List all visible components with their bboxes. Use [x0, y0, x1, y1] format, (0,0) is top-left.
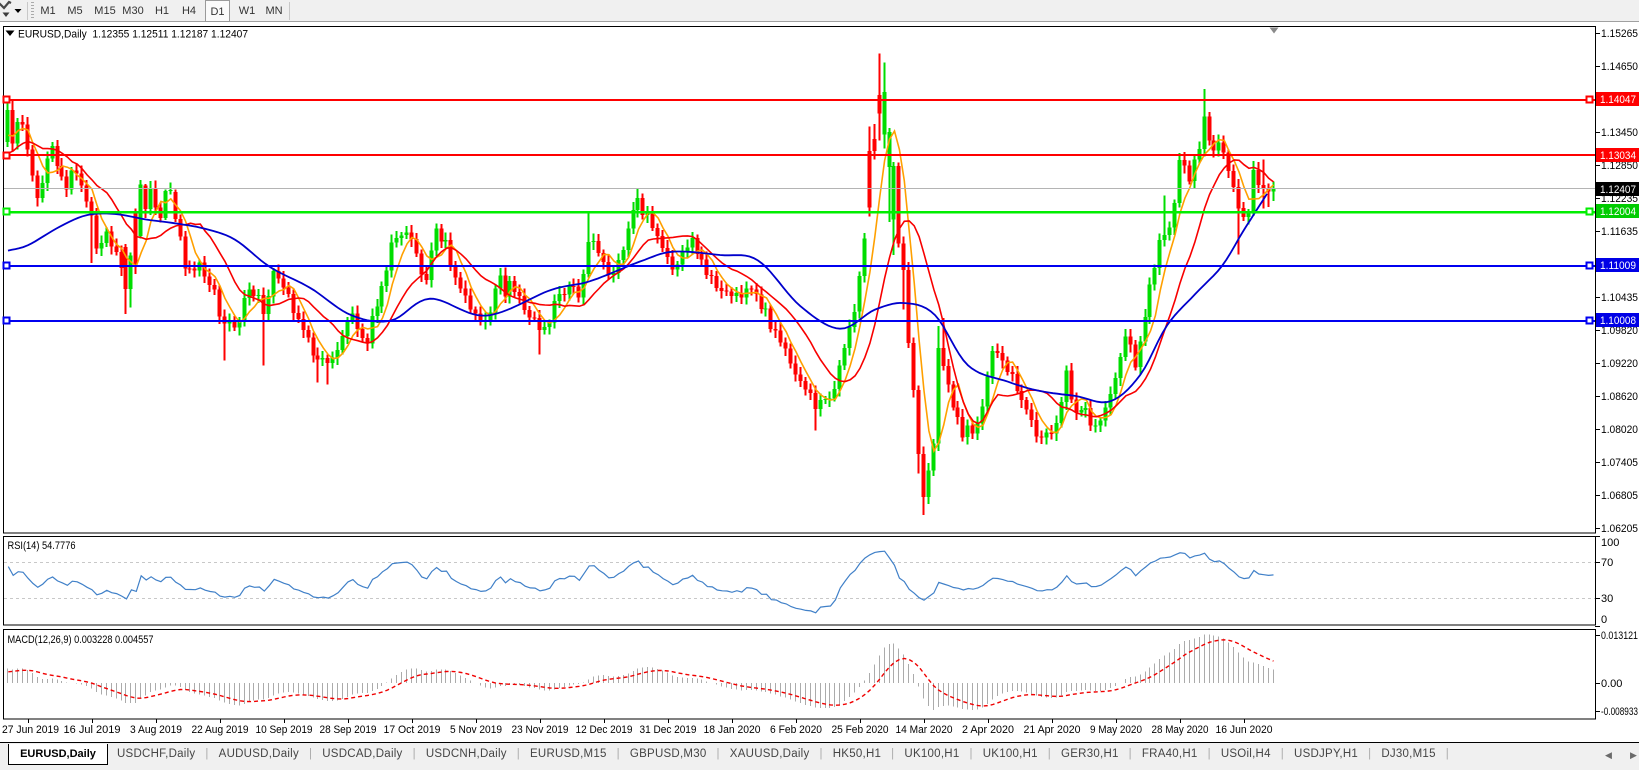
svg-text:1.09820: 1.09820: [1601, 325, 1638, 337]
svg-text:28 Sep 2019: 28 Sep 2019: [320, 724, 377, 736]
svg-text:12 Dec 2019: 12 Dec 2019: [576, 724, 633, 736]
svg-text:28 May 2020: 28 May 2020: [1152, 724, 1209, 736]
svg-text:9 May 2020: 9 May 2020: [1090, 724, 1142, 736]
svg-text:1.12850: 1.12850: [1601, 160, 1638, 172]
svg-text:27 Jun 2019: 27 Jun 2019: [2, 724, 59, 736]
svg-text:1.15265: 1.15265: [1601, 28, 1638, 40]
svg-text:2 Apr 2020: 2 Apr 2020: [962, 724, 1014, 736]
svg-text:22 Aug 2019: 22 Aug 2019: [192, 724, 249, 736]
svg-text:1.12407: 1.12407: [1600, 184, 1636, 196]
svg-text:30: 30: [1601, 593, 1613, 605]
svg-text:31 Dec 2019: 31 Dec 2019: [640, 724, 697, 736]
svg-text:1.12004: 1.12004: [1600, 206, 1636, 218]
svg-text:1.07405: 1.07405: [1601, 457, 1638, 469]
svg-text:EURUSD,Daily 1.12355 1.12511: EURUSD,Daily 1.12355 1.12511 1.12187 1.1…: [18, 29, 248, 41]
svg-text:21 Apr 2020: 21 Apr 2020: [1024, 724, 1081, 736]
svg-text:MACD(12,26,9) 0.003228 0.00455: MACD(12,26,9) 0.003228 0.004557: [8, 634, 154, 646]
svg-text:1.06205: 1.06205: [1601, 523, 1638, 535]
svg-text:70: 70: [1601, 557, 1613, 569]
svg-text:1.10008: 1.10008: [1600, 315, 1636, 327]
svg-text:10 Sep 2019: 10 Sep 2019: [256, 724, 313, 736]
svg-text:0: 0: [1601, 614, 1607, 626]
svg-text:5 Nov 2019: 5 Nov 2019: [450, 724, 502, 736]
svg-text:1.08020: 1.08020: [1601, 424, 1638, 436]
svg-text:14 Mar 2020: 14 Mar 2020: [896, 724, 953, 736]
svg-text:1.14650: 1.14650: [1601, 61, 1638, 73]
svg-text:100: 100: [1601, 537, 1619, 549]
svg-text:25 Feb 2020: 25 Feb 2020: [832, 724, 889, 736]
svg-text:18 Jan 2020: 18 Jan 2020: [704, 724, 761, 736]
svg-text:23 Nov 2019: 23 Nov 2019: [512, 724, 569, 736]
svg-text:6 Feb 2020: 6 Feb 2020: [770, 724, 822, 736]
svg-text:1.06805: 1.06805: [1601, 490, 1638, 502]
svg-text:1.10435: 1.10435: [1601, 292, 1638, 304]
svg-text:16 Jun 2020: 16 Jun 2020: [1216, 724, 1273, 736]
svg-text:0.013121: 0.013121: [1601, 630, 1638, 642]
svg-text:1.09220: 1.09220: [1601, 358, 1638, 370]
svg-text:1.11009: 1.11009: [1600, 260, 1636, 272]
svg-text:1.13034: 1.13034: [1600, 150, 1636, 162]
svg-text:1.08620: 1.08620: [1601, 391, 1638, 403]
svg-text:RSI(14) 54.7776: RSI(14) 54.7776: [8, 540, 76, 552]
svg-text:0.00: 0.00: [1601, 678, 1622, 690]
svg-text:17 Oct 2019: 17 Oct 2019: [384, 724, 441, 736]
svg-text:1.13450: 1.13450: [1601, 127, 1638, 139]
svg-text:16 Jul 2019: 16 Jul 2019: [64, 724, 121, 736]
svg-text:-0.008933: -0.008933: [1601, 706, 1638, 718]
svg-text:1.11635: 1.11635: [1601, 226, 1638, 238]
svg-text:1.14047: 1.14047: [1600, 94, 1636, 106]
svg-text:3 Aug 2019: 3 Aug 2019: [130, 724, 182, 736]
